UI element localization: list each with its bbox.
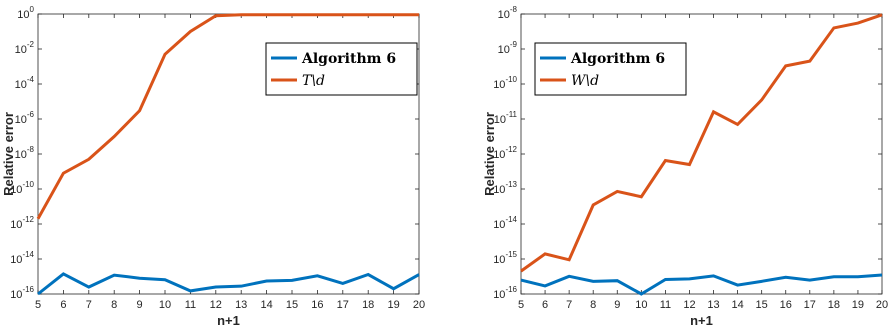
right-y-tick-label: 10-16 [493,285,517,301]
right-x-tick-label: 6 [542,299,548,311]
left-legend-entry: T\d [302,73,325,89]
right-y-tick-label: 10-8 [498,5,518,21]
right-series-line-algorithm-6 [520,273,883,296]
right-y-tick-label: 10-9 [498,40,518,56]
left-x-tick-label: 7 [86,299,92,311]
right-x-tick-label: 11 [660,299,671,311]
right-x-tick-label: 20 [876,299,888,311]
right-y-tick-label: 10-11 [494,110,518,126]
right-y-tick-label: 10-13 [493,180,517,196]
right-x-tick-label: 13 [707,299,719,311]
right-legend [534,42,687,96]
right-x-tick-label: 10 [635,299,647,311]
left-x-tick-label: 10 [159,299,171,311]
left-x-tick-label: 6 [60,299,66,311]
right-y-axis-label: Relative error [482,112,497,196]
left-x-tick-label: 15 [286,299,298,311]
left-x-tick-label: 12 [210,299,222,311]
left-y-axis-label: Relative error [1,112,16,196]
right-x-tick-label: 18 [828,299,840,311]
right-legend-entry: Algorithm 6 [570,51,665,67]
left-x-tick-label: 16 [311,299,323,311]
left-x-tick-label: 18 [362,299,374,311]
left-x-tick-label: 13 [235,299,247,311]
right-y-tick-label: 10-15 [493,250,517,266]
right-chart-panel: 5 6 7 8 9 10 11 12 13 14 15 16 17 18 19 20 10-8 10-9 10-10… [482,5,888,328]
left-x-tick-label: 9 [137,299,143,311]
left-x-tick-label: 11 [185,299,196,311]
right-y-tick-label: 10-12 [493,145,517,161]
left-series-line-baseline [36,13,419,220]
left-y-tick-label: 10-2 [15,40,35,56]
left-y-tick-label: 10-16 [10,285,34,301]
right-legend-entry: W\d [571,73,599,89]
right-x-tick-label: 19 [852,299,864,311]
left-y-tick-label: 10-6 [15,110,35,126]
left-chart-panel: 5 6 7 8 9 10 11 12 13 14 15 16 17 18 19 20 100 10-2 10-4 10… [1,5,425,328]
right-x-tick-label: 8 [590,299,596,311]
left-x-tick-label: 5 [35,299,41,311]
left-x-tick-label: 14 [260,299,272,311]
left-x-tick-label: 17 [337,299,349,311]
left-x-tick-label: 8 [111,299,117,311]
left-x-axis-label: n+1 [217,313,240,328]
right-x-tick-label: 14 [731,299,743,311]
left-y-tick-label: 10-12 [10,215,34,231]
left-y-tick-label: 100 [17,5,34,21]
right-x-tick-label: 5 [518,299,524,311]
left-y-tick-label: 10-14 [10,250,34,266]
right-y-tick-label: 10-14 [493,215,517,231]
left-x-tick-label: 20 [413,299,425,311]
right-x-tick-label: 17 [804,299,816,311]
left-series-line-algorithm-6 [37,272,420,296]
left-y-tick-label: 10-4 [15,75,35,91]
right-series-line-baseline [520,13,883,273]
left-x-tick-label: 19 [387,299,399,311]
right-x-tick-label: 16 [780,299,792,311]
left-y-tick-label: 10-8 [15,145,35,161]
right-x-tick-label: 15 [756,299,768,311]
right-x-tick-label: 9 [614,299,620,311]
right-x-tick-label: 7 [566,299,572,311]
left-legend [265,42,418,96]
left-y-tick-label: 10-10 [10,180,34,196]
right-y-tick-label: 10-10 [493,75,517,91]
left-legend-entry: Algorithm 6 [301,51,396,67]
right-x-tick-label: 12 [683,299,695,311]
right-x-axis-label: n+1 [690,313,713,328]
